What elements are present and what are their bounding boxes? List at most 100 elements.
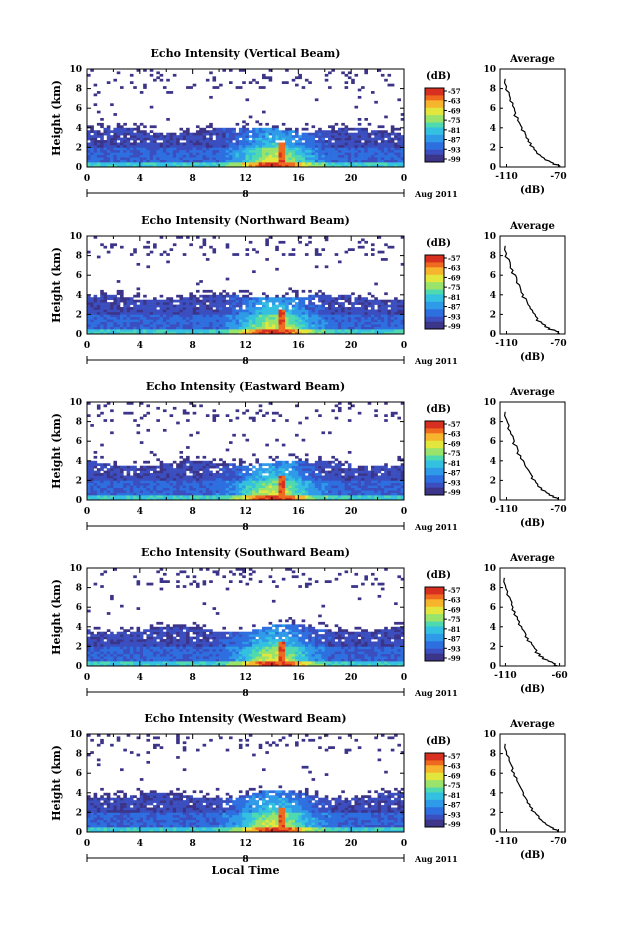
heatmap-cell — [143, 414, 147, 417]
heatmap-cell — [176, 473, 180, 476]
heatmap-cell — [127, 307, 131, 310]
heatmap-cell — [288, 317, 292, 320]
heatmap-cell — [325, 145, 329, 148]
heatmap-cell — [143, 312, 147, 315]
heatmap-cell — [193, 295, 197, 298]
heatmap-cell — [107, 488, 111, 491]
heatmap-cell — [189, 138, 193, 141]
heatmap-cell — [328, 327, 332, 330]
heatmap-cell — [123, 478, 127, 481]
average-x-label: (dB) — [520, 352, 545, 363]
heatmap-cell — [239, 133, 243, 136]
heatmap-cell — [397, 468, 401, 471]
heatmap-cell — [394, 483, 398, 486]
heatmap-cell — [117, 307, 121, 310]
heatmap-cell — [219, 463, 223, 466]
heatmap-cell — [345, 495, 349, 498]
heatmap-cell — [120, 483, 124, 486]
heatmap-cell — [183, 409, 187, 412]
heatmap-cell — [371, 488, 375, 491]
heatmap-cell — [123, 297, 127, 300]
heatmap-cell — [387, 246, 391, 249]
heatmap-cell — [179, 324, 183, 327]
heatmap-cell — [246, 140, 250, 143]
heatmap-cell — [206, 290, 210, 293]
heatmap-cell — [236, 473, 240, 476]
heatmap-cell — [246, 302, 250, 305]
heatmap-cell — [97, 307, 101, 310]
heatmap-cell — [107, 476, 111, 479]
heatmap-cell — [219, 473, 223, 476]
heatmap-cell — [100, 162, 104, 165]
heatmap-cell — [170, 133, 174, 136]
heatmap-cell — [378, 143, 382, 146]
heatmap-cell — [331, 466, 335, 469]
heatmap-cell — [166, 300, 170, 303]
heatmap-cell — [87, 297, 91, 300]
heatmap-cell — [113, 495, 117, 498]
heatmap-cell — [371, 483, 375, 486]
heatmap-cell — [242, 147, 246, 150]
heatmap-cell — [249, 150, 253, 153]
heatmap-cell — [318, 253, 322, 256]
heatmap-cell — [117, 314, 121, 317]
heatmap-cell — [279, 138, 283, 141]
heatmap-cell — [351, 473, 355, 476]
heatmap-cell — [394, 150, 398, 153]
heatmap-cell — [397, 324, 401, 327]
heatmap-cell — [137, 478, 141, 481]
heatmap-cell — [328, 476, 332, 479]
heatmap-cell — [183, 135, 187, 138]
heatmap-cell — [328, 495, 332, 498]
heatmap-cell — [229, 478, 233, 481]
heatmap-cell — [236, 86, 240, 89]
heatmap-cell — [94, 312, 98, 315]
heatmap-cell — [348, 407, 352, 410]
heatmap-cell — [345, 162, 349, 165]
heatmap-cell — [160, 155, 164, 158]
heatmap-cell — [331, 329, 335, 332]
heatmap-cell — [282, 317, 286, 320]
heatmap-cell — [107, 483, 111, 486]
heatmap-cell — [374, 322, 378, 325]
heatmap-cell — [229, 314, 233, 317]
heatmap-cell — [348, 327, 352, 330]
heatmap-cell — [354, 307, 358, 310]
heatmap-cell — [206, 79, 210, 82]
heatmap-cell — [259, 329, 263, 332]
heatmap-cell — [232, 305, 236, 308]
heatmap-cell — [397, 133, 401, 136]
heatmap-cell — [196, 300, 200, 303]
heatmap-cell — [318, 147, 322, 150]
heatmap-cell — [279, 147, 283, 150]
heatmap-cell — [265, 471, 269, 474]
heatmap-cell — [176, 471, 180, 474]
heatmap-cell — [206, 145, 210, 148]
heatmap-cell — [130, 130, 134, 133]
heatmap-cell — [387, 133, 391, 136]
heatmap-cell — [246, 160, 250, 163]
heatmap-cell — [331, 483, 335, 486]
heatmap-cell — [130, 297, 134, 300]
heatmap-cell — [110, 160, 114, 163]
heatmap-cell — [246, 305, 250, 308]
heatmap-cell — [219, 329, 223, 332]
heatmap-cell — [302, 317, 306, 320]
heatmap-cell — [104, 155, 108, 158]
heatmap-cell — [209, 152, 213, 155]
heatmap-cell — [236, 160, 240, 163]
heatmap-cell — [140, 140, 144, 143]
heatmap-cell — [288, 155, 292, 158]
heatmap-cell — [331, 495, 335, 498]
heatmap-cell — [163, 483, 167, 486]
heatmap-cell — [170, 322, 174, 325]
heatmap-cell — [90, 143, 94, 146]
heatmap-cell — [156, 480, 160, 483]
heatmap-cell — [279, 160, 283, 163]
heatmap-cell — [295, 493, 299, 496]
heatmap-cell — [371, 324, 375, 327]
heatmap-cell — [269, 476, 273, 479]
heatmap-cell — [153, 125, 157, 128]
colorbar-segment — [425, 100, 444, 103]
heatmap-cell — [193, 476, 197, 479]
